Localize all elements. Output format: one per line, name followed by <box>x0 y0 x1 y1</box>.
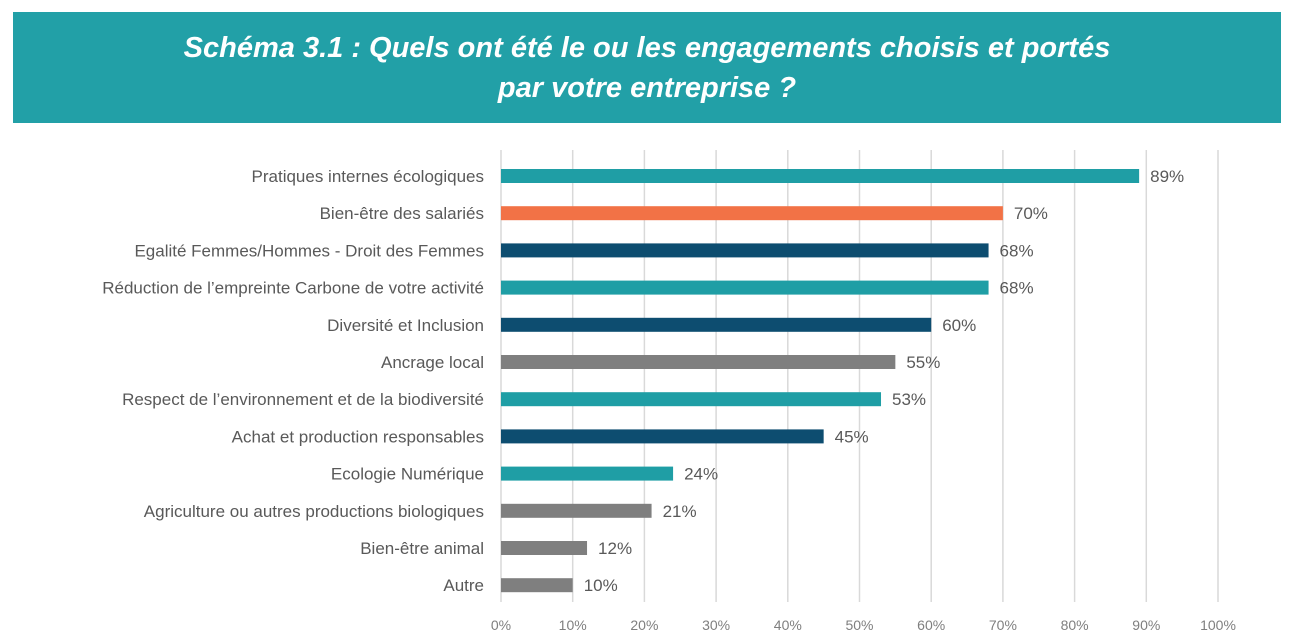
bar <box>501 243 989 258</box>
bar <box>501 169 1140 183</box>
bar <box>501 503 652 518</box>
category-label: Réduction de l’empreinte Carbone de votr… <box>102 279 484 298</box>
bar <box>501 578 573 593</box>
category-label: Ecologie Numérique <box>331 465 484 484</box>
labels: 0% 10% 20% 30% 40% 50% 60% 70% 80% 90% 100% Pratiqu… <box>102 167 1236 633</box>
value-label: 45% <box>835 427 869 446</box>
bar-chart: 0% 10% 20% 30% 40% 50% 60% 70% 80% 90% 100% Pratiqu… <box>102 150 1236 633</box>
category-label: Respect de l’environnement et de la biod… <box>122 390 484 409</box>
title-banner: Schéma 3.1 : Quels ont été le ou les eng… <box>13 12 1281 123</box>
x-tick-label: 90% <box>1132 617 1160 633</box>
x-tick-label: 80% <box>1061 617 1089 633</box>
gridlines <box>500 150 1219 602</box>
category-label: Achat et production responsables <box>232 427 484 446</box>
value-label: 55% <box>906 353 940 372</box>
x-tick-label: 60% <box>917 617 945 633</box>
x-tick-label: 50% <box>845 617 873 633</box>
category-label: Diversité et Inclusion <box>327 316 484 335</box>
chart-title-line-1: Schéma 3.1 : Quels ont été le ou les eng… <box>183 31 1111 64</box>
value-label: 68% <box>1000 241 1034 260</box>
chart-title-line-2: par votre entreprise ? <box>497 71 797 104</box>
value-label: 60% <box>942 316 976 335</box>
category-label: Bien-être des salariés <box>320 204 484 223</box>
value-label: 89% <box>1150 167 1184 186</box>
value-label: 10% <box>584 576 618 595</box>
x-tick-label: 70% <box>989 617 1017 633</box>
bar <box>501 429 824 444</box>
bar <box>501 466 674 481</box>
category-label: Autre <box>443 576 484 595</box>
category-label: Egalité Femmes/Hommes - Droit des Femmes <box>134 241 484 260</box>
bar <box>501 541 588 555</box>
bar <box>501 317 932 332</box>
x-tick-label: 30% <box>702 617 730 633</box>
value-label: 21% <box>663 502 697 521</box>
bar <box>501 206 1003 221</box>
bar <box>501 355 896 369</box>
value-label: 24% <box>684 465 718 484</box>
bars <box>501 169 1140 593</box>
x-tick-label: 40% <box>774 617 802 633</box>
category-label: Bien-être animal <box>360 539 484 558</box>
value-label: 70% <box>1014 204 1048 223</box>
bar <box>501 392 882 407</box>
x-tick-label: 0% <box>491 617 511 633</box>
x-tick-label: 10% <box>559 617 587 633</box>
x-tick-label: 100% <box>1200 617 1236 633</box>
value-label: 68% <box>1000 279 1034 298</box>
value-label: 12% <box>598 539 632 558</box>
x-tick-label: 20% <box>630 617 658 633</box>
value-label: 53% <box>892 390 926 409</box>
category-label: Ancrage local <box>381 353 484 372</box>
category-label: Agriculture ou autres productions biolog… <box>144 502 484 521</box>
category-label: Pratiques internes écologiques <box>252 167 484 186</box>
bar <box>501 280 989 295</box>
